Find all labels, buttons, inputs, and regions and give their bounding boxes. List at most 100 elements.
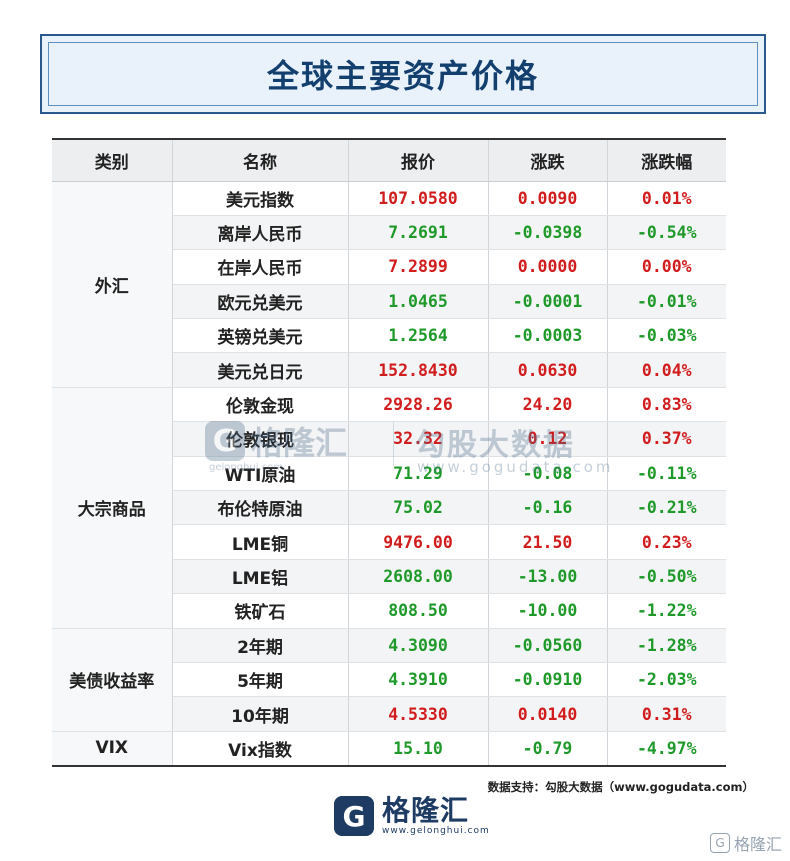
asset-name: WTI原油 bbox=[172, 456, 349, 492]
asset-change-pct: -0.11% bbox=[607, 456, 726, 492]
asset-name: 美元兑日元 bbox=[172, 352, 349, 388]
category-vix: VIX bbox=[52, 731, 173, 767]
table-row: 5年期 4.3910 -0.0910 -2.03% bbox=[52, 662, 726, 698]
asset-price-table-wrap: 类别 名称 报价 涨跌 涨跌幅 外汇 美元指数 107.0580 0.0090 … bbox=[52, 138, 726, 767]
header-category: 类别 bbox=[52, 138, 173, 182]
asset-change-pct: 0.37% bbox=[607, 421, 726, 457]
asset-change: -0.0910 bbox=[488, 662, 608, 698]
asset-change-pct: -0.50% bbox=[607, 559, 726, 595]
asset-change: 0.0090 bbox=[488, 181, 608, 216]
category-treasury: 美债收益率 bbox=[52, 628, 173, 732]
asset-name: 铁矿石 bbox=[172, 593, 349, 629]
asset-name: 在岸人民币 bbox=[172, 249, 349, 285]
asset-change: -0.0560 bbox=[488, 628, 608, 663]
asset-change: -0.08 bbox=[488, 456, 608, 492]
asset-price: 4.3910 bbox=[348, 662, 489, 698]
table-row: 欧元兑美元 1.0465 -0.0001 -0.01% bbox=[52, 284, 726, 320]
asset-price: 152.8430 bbox=[348, 352, 489, 388]
asset-change-pct: 0.83% bbox=[607, 387, 726, 423]
asset-change-pct: -1.22% bbox=[607, 593, 726, 629]
asset-name: 2年期 bbox=[172, 628, 349, 663]
asset-price: 2608.00 bbox=[348, 559, 489, 595]
asset-price: 4.5330 bbox=[348, 696, 489, 732]
asset-price-table: 类别 名称 报价 涨跌 涨跌幅 外汇 美元指数 107.0580 0.0090 … bbox=[52, 138, 726, 767]
data-source-note: 数据支持：勾股大数据（www.gogudata.com） bbox=[487, 780, 754, 794]
asset-name: LME铝 bbox=[172, 559, 349, 595]
asset-change: 0.0140 bbox=[488, 696, 608, 732]
category-commodities: 大宗商品 bbox=[52, 387, 173, 629]
header-change-pct: 涨跌幅 bbox=[607, 138, 726, 182]
table-row: VIX Vix指数 15.10 -0.79 -4.97% bbox=[52, 731, 726, 767]
asset-name: 欧元兑美元 bbox=[172, 284, 349, 320]
asset-change-pct: 0.31% bbox=[607, 696, 726, 732]
asset-name: 伦敦金现 bbox=[172, 387, 349, 423]
asset-change: -0.0398 bbox=[488, 215, 608, 251]
corner-watermark-text: 格隆汇 bbox=[733, 835, 782, 854]
asset-change: 24.20 bbox=[488, 387, 608, 423]
category-fx: 外汇 bbox=[52, 181, 173, 388]
asset-price: 75.02 bbox=[348, 490, 489, 526]
asset-price: 9476.00 bbox=[348, 524, 489, 560]
asset-change: -0.0003 bbox=[488, 318, 608, 354]
asset-change-pct: -0.21% bbox=[607, 490, 726, 526]
asset-name: 英镑兑美元 bbox=[172, 318, 349, 354]
asset-price: 1.2564 bbox=[348, 318, 489, 354]
asset-name: 离岸人民币 bbox=[172, 215, 349, 251]
asset-change: 0.0000 bbox=[488, 249, 608, 285]
table-header-row: 类别 名称 报价 涨跌 涨跌幅 bbox=[52, 138, 726, 182]
asset-change-pct: -0.01% bbox=[607, 284, 726, 320]
table-row: 英镑兑美元 1.2564 -0.0003 -0.03% bbox=[52, 318, 726, 354]
table-row: 离岸人民币 7.2691 -0.0398 -0.54% bbox=[52, 215, 726, 251]
asset-price: 15.10 bbox=[348, 731, 489, 767]
table-row: 10年期 4.5330 0.0140 0.31% bbox=[52, 696, 726, 732]
asset-change: -0.16 bbox=[488, 490, 608, 526]
gelonghui-small-logo-icon: G bbox=[709, 833, 730, 853]
table-row: WTI原油 71.29 -0.08 -0.11% bbox=[52, 456, 726, 492]
asset-name: 5年期 bbox=[172, 662, 349, 698]
asset-change-pct: -2.03% bbox=[607, 662, 726, 698]
asset-price: 808.50 bbox=[348, 593, 489, 629]
table-row: 布伦特原油 75.02 -0.16 -0.21% bbox=[52, 490, 726, 526]
asset-name: 美元指数 bbox=[172, 181, 349, 216]
asset-change: 0.12 bbox=[488, 421, 608, 457]
asset-name: LME铜 bbox=[172, 524, 349, 560]
asset-price: 1.0465 bbox=[348, 284, 489, 320]
footer-logo: G 格隆汇 www.gelonghui.com bbox=[334, 796, 490, 836]
header-change: 涨跌 bbox=[488, 138, 608, 182]
table-row: LME铝 2608.00 -13.00 -0.50% bbox=[52, 559, 726, 595]
gelonghui-logo-icon: G bbox=[334, 796, 374, 836]
page-title: 全球主要资产价格 bbox=[266, 57, 539, 95]
asset-change: -0.79 bbox=[488, 731, 608, 767]
asset-price: 7.2691 bbox=[348, 215, 489, 251]
header-name: 名称 bbox=[172, 138, 349, 182]
title-banner: 全球主要资产价格 bbox=[40, 34, 766, 114]
corner-watermark: G 格隆汇 bbox=[709, 831, 782, 855]
asset-change: -0.0001 bbox=[488, 284, 608, 320]
asset-change-pct: 0.00% bbox=[607, 249, 726, 285]
footer-brand-url: www.gelonghui.com bbox=[382, 826, 490, 836]
table-row: 美债收益率 2年期 4.3090 -0.0560 -1.28% bbox=[52, 628, 726, 732]
table-row: 伦敦银现 32.32 0.12 0.37% bbox=[52, 421, 726, 457]
asset-price: 107.0580 bbox=[348, 181, 489, 216]
asset-name: 布伦特原油 bbox=[172, 490, 349, 526]
asset-price: 4.3090 bbox=[348, 628, 489, 663]
table-row: 大宗商品 伦敦金现 2928.26 24.20 0.83% bbox=[52, 387, 726, 629]
asset-price: 32.32 bbox=[348, 421, 489, 457]
asset-change-pct: -1.28% bbox=[607, 628, 726, 663]
asset-name: Vix指数 bbox=[172, 731, 349, 767]
asset-change-pct: -4.97% bbox=[607, 731, 726, 767]
asset-price: 7.2899 bbox=[348, 249, 489, 285]
asset-change: -13.00 bbox=[488, 559, 608, 595]
asset-change: 21.50 bbox=[488, 524, 608, 560]
asset-change: 0.0630 bbox=[488, 352, 608, 388]
asset-change: -10.00 bbox=[488, 593, 608, 629]
table-row: LME铜 9476.00 21.50 0.23% bbox=[52, 524, 726, 560]
table-row: 铁矿石 808.50 -10.00 -1.22% bbox=[52, 593, 726, 629]
footer-brand-block: 格隆汇 www.gelonghui.com bbox=[382, 796, 490, 837]
asset-price: 2928.26 bbox=[348, 387, 489, 423]
table-row: 在岸人民币 7.2899 0.0000 0.00% bbox=[52, 249, 726, 285]
table-row: 美元兑日元 152.8430 0.0630 0.04% bbox=[52, 352, 726, 388]
title-banner-inner: 全球主要资产价格 bbox=[48, 42, 758, 106]
asset-name: 10年期 bbox=[172, 696, 349, 732]
asset-change-pct: 0.23% bbox=[607, 524, 726, 560]
